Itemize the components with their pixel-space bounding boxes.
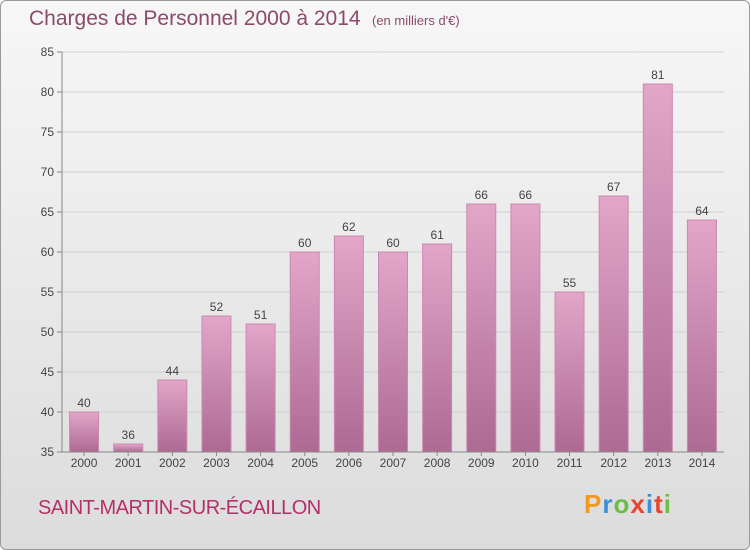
y-tick-label: 45	[41, 365, 55, 379]
x-tick-label: 2009	[468, 456, 495, 470]
data-label: 60	[298, 236, 312, 250]
y-tick-label: 50	[41, 325, 55, 339]
data-label: 62	[342, 220, 356, 234]
y-tick-label: 70	[41, 165, 55, 179]
bar-2001	[113, 443, 144, 453]
y-tick-label: 75	[41, 125, 55, 139]
x-tick-label: 2013	[644, 456, 671, 470]
x-tick-label: 2004	[247, 456, 274, 470]
bar-2009	[466, 203, 497, 453]
x-tick-label: 2000	[71, 456, 98, 470]
y-tick-label: 85	[41, 45, 55, 59]
logo-letter: t	[654, 489, 664, 519]
proxiti-logo: Proxiti	[584, 489, 672, 520]
bar-2006	[333, 235, 364, 453]
logo-letter: i	[663, 489, 672, 519]
data-label: 36	[122, 428, 136, 442]
x-tick-label: 2003	[203, 456, 230, 470]
bar-2005	[289, 251, 320, 453]
data-label: 81	[651, 68, 665, 82]
x-tick-label: 2012	[600, 456, 627, 470]
chart-subtitle: (en milliers d'€)	[372, 13, 460, 28]
data-label: 40	[77, 396, 91, 410]
data-label: 61	[430, 228, 444, 242]
commune-name: SAINT-MARTIN-SUR-ÉCAILLON	[38, 497, 321, 519]
bars	[69, 83, 717, 453]
y-tick-label: 55	[41, 285, 55, 299]
data-label: 66	[519, 188, 533, 202]
bar-2004	[245, 323, 276, 453]
bar-2011	[554, 291, 585, 453]
logo-letter: P	[584, 489, 603, 519]
data-label: 55	[563, 276, 577, 290]
logo-letter: r	[602, 489, 614, 519]
y-tick-label: 35	[41, 445, 55, 459]
bar-2012	[598, 195, 629, 453]
data-label: 66	[475, 188, 489, 202]
x-tick-label: 2005	[291, 456, 318, 470]
data-label: 67	[607, 180, 621, 194]
data-label: 60	[386, 236, 400, 250]
y-tick-label: 80	[41, 85, 55, 99]
data-label: 64	[695, 204, 709, 218]
bar-2014	[686, 219, 717, 453]
data-label: 44	[166, 364, 180, 378]
labels: 35 40 45 50 55 60 65 70 75 80 85 40 2000 36 2001 44 2002…	[41, 45, 716, 470]
x-tick-label: 2010	[512, 456, 539, 470]
bar-2013	[642, 83, 673, 453]
bar-2007	[378, 251, 408, 453]
y-tick-label: 60	[41, 245, 55, 259]
bar-2008	[422, 243, 453, 453]
axes	[57, 51, 724, 456]
x-tick-label: 2008	[424, 456, 451, 470]
bar-2000	[69, 411, 100, 453]
data-label: 52	[210, 300, 224, 314]
x-tick-label: 2007	[380, 456, 407, 470]
bar-2003	[201, 315, 232, 453]
bar-2002	[157, 379, 188, 453]
x-tick-label: 2002	[159, 456, 186, 470]
bar-2010	[510, 203, 541, 453]
logo-letter: i	[645, 489, 655, 519]
x-tick-label: 2014	[689, 456, 716, 470]
chart-title: Charges de Personnel 2000 à 2014	[29, 7, 361, 30]
data-label: 51	[254, 308, 268, 322]
y-tick-label: 40	[41, 405, 55, 419]
x-tick-label: 2001	[115, 456, 142, 470]
logo-letter: x	[630, 489, 646, 519]
y-tick-label: 65	[41, 205, 55, 219]
x-tick-label: 2011	[557, 456, 583, 470]
logo-letter: o	[613, 489, 631, 519]
x-tick-label: 2006	[336, 456, 363, 470]
